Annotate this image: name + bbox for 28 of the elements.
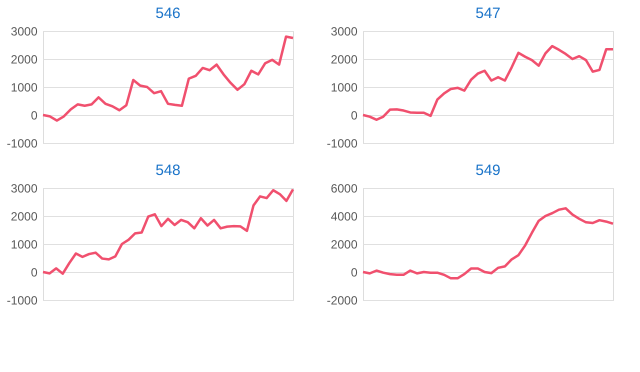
y-tick-label: -1000: [6, 294, 38, 308]
y-tick-label: 1000: [10, 238, 38, 252]
chart-title: 548: [155, 162, 181, 179]
line-series: [42, 35, 294, 122]
y-tick-label: -1000: [6, 136, 38, 150]
y-tick-label: 1000: [10, 80, 38, 94]
y-tick-label: 2000: [10, 210, 38, 224]
y-tick-label: 3000: [10, 182, 38, 196]
y-tick-label: 2000: [330, 238, 358, 252]
y-tick-label: 1000: [330, 80, 358, 94]
y-tick-label: 0: [350, 266, 358, 280]
y-tick-label: 3000: [330, 24, 358, 38]
y-tick-label: 4000: [330, 210, 358, 224]
y-tick-label: 2000: [10, 52, 38, 66]
y-tick-label: 3000: [10, 24, 38, 38]
chart-title: 549: [475, 162, 501, 179]
line-series: [362, 207, 614, 280]
y-tick-label: -1000: [326, 136, 358, 150]
y-tick-label: 0: [350, 108, 358, 122]
line-series: [42, 188, 294, 275]
y-tick-label: 2000: [330, 52, 358, 66]
chart-title: 546: [155, 5, 181, 22]
line-series: [362, 44, 614, 122]
y-tick-label: 0: [30, 108, 38, 122]
y-tick-label: 6000: [330, 182, 358, 196]
y-tick-label: -2000: [326, 294, 358, 308]
chart-title: 547: [475, 5, 501, 22]
y-tick-label: 0: [30, 266, 38, 280]
